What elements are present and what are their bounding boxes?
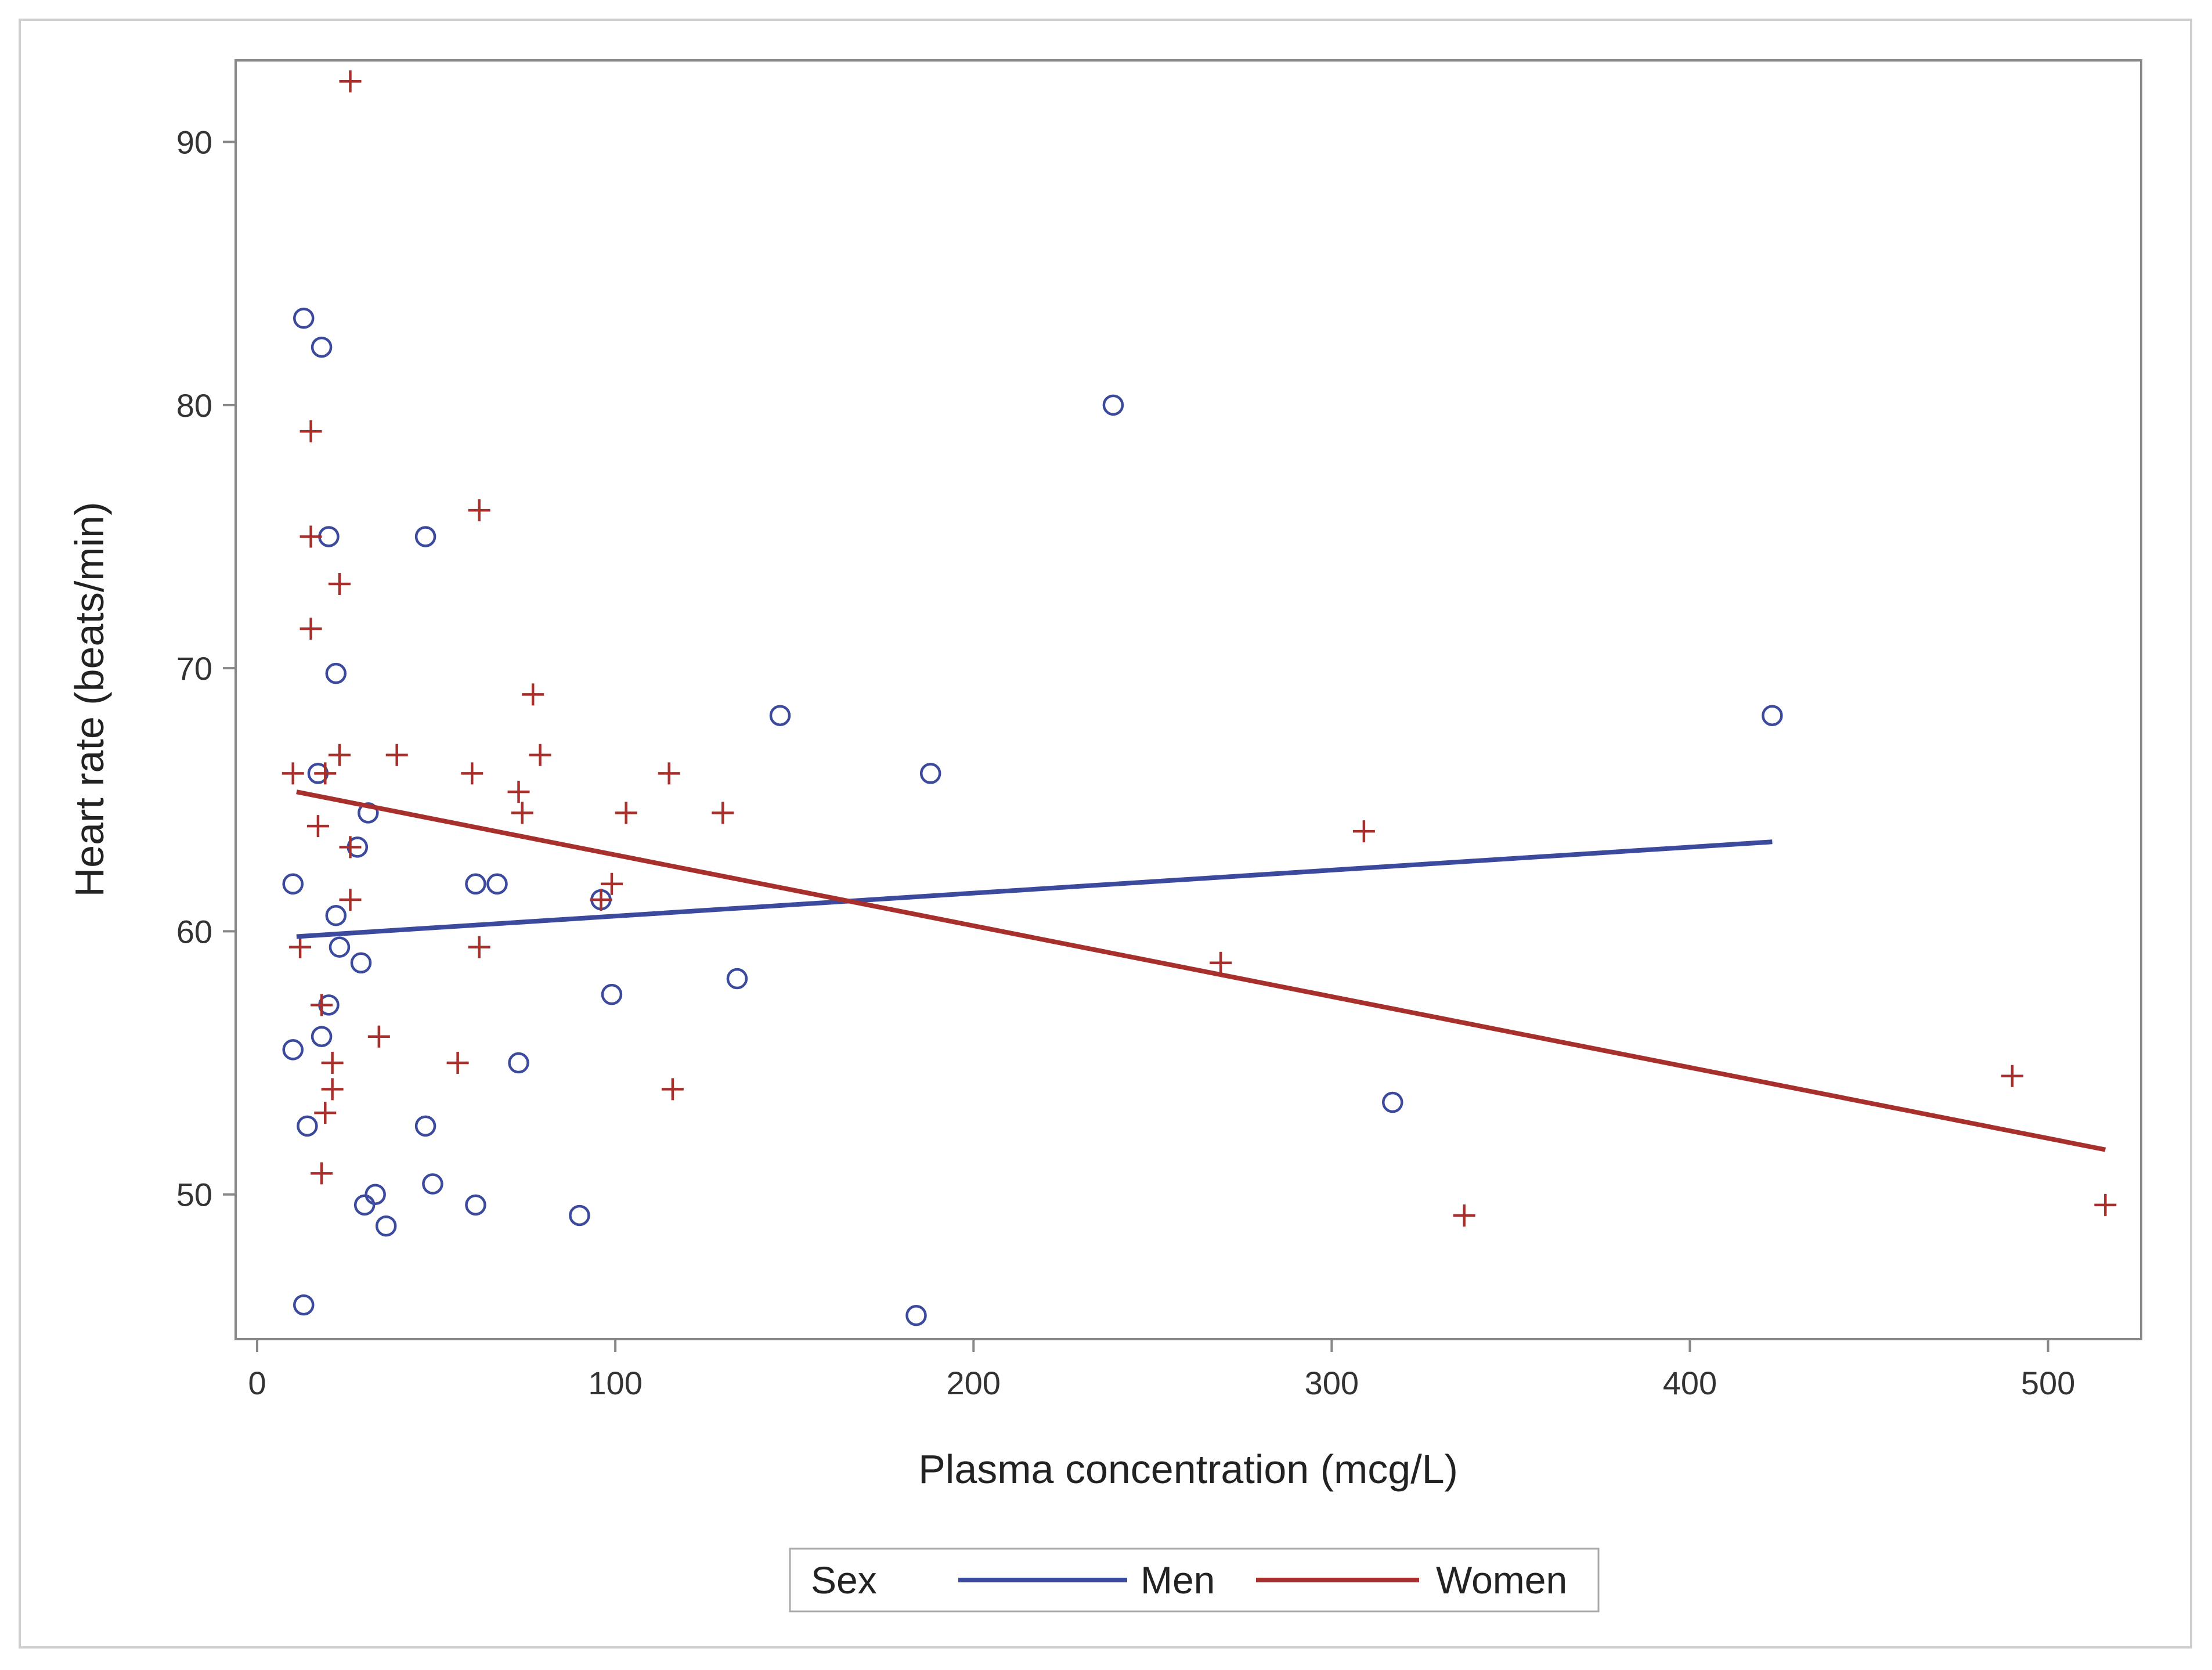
fit-line-women (296, 789, 2106, 1152)
y-tick-label: 60 (176, 913, 212, 950)
point-men (282, 873, 304, 895)
point-women (507, 781, 530, 803)
point-women (311, 994, 333, 1016)
point-women (328, 573, 351, 596)
point-men (905, 1304, 927, 1326)
point-men (358, 802, 379, 824)
x-tick-label: 300 (1305, 1365, 1359, 1401)
y-tick-label: 50 (176, 1177, 212, 1213)
point-women (658, 762, 680, 785)
point-women (314, 762, 337, 785)
point-women (712, 802, 734, 824)
point-women (367, 1025, 390, 1048)
point-men (1382, 1091, 1403, 1113)
point-women (529, 744, 551, 766)
legend-box (789, 1548, 1600, 1613)
point-men (325, 662, 347, 684)
point-men (350, 952, 372, 974)
point-men (329, 936, 351, 958)
point-men (465, 873, 486, 895)
point-men (353, 1194, 376, 1216)
point-women (328, 744, 351, 766)
point-men (414, 526, 436, 547)
point-women (339, 889, 362, 911)
point-women (511, 802, 533, 824)
point-men (508, 1052, 529, 1074)
point-men (1102, 394, 1124, 416)
point-women (299, 525, 322, 548)
point-men (365, 1184, 386, 1205)
point-men (375, 1215, 397, 1237)
point-women (2001, 1065, 2023, 1087)
x-tick-label: 400 (1663, 1365, 1717, 1401)
point-women (299, 420, 322, 443)
point-women (306, 815, 329, 838)
point-men (311, 336, 333, 358)
point-women (314, 1102, 337, 1124)
point-women (468, 499, 490, 522)
plot-area (234, 59, 2142, 1340)
scatter-chart: 0 100 200 300 400 500 50 60 70 80 90 Plasma conce… (67, 59, 2142, 1613)
fit-lines (296, 789, 2106, 1152)
y-tick-label: 70 (176, 650, 212, 687)
x-tick-label: 100 (588, 1365, 642, 1401)
point-women (289, 936, 312, 958)
point-men (414, 1115, 436, 1137)
point-men (325, 904, 347, 926)
y-axis: 50 60 70 80 90 (176, 124, 236, 1213)
x-axis-title: Plasma concentration (mcg/L) (918, 1447, 1458, 1492)
chart-frame: 0 100 200 300 400 500 50 60 70 80 90 Plasma conce… (19, 19, 2192, 1649)
point-women (321, 1052, 344, 1074)
point-men (311, 1026, 333, 1047)
point-men (297, 1115, 318, 1137)
point-men (282, 1039, 304, 1061)
point-men (486, 873, 508, 895)
point-women (468, 936, 490, 958)
point-women (461, 762, 483, 785)
legend-title: Sex (811, 1559, 877, 1602)
point-men (726, 968, 748, 990)
point-women (339, 70, 362, 93)
point-women (385, 744, 408, 766)
point-women (1210, 951, 1232, 974)
point-women (299, 618, 322, 640)
point-men (919, 763, 941, 784)
point-women (600, 872, 623, 895)
point-women (2094, 1193, 2117, 1216)
point-men (422, 1173, 443, 1195)
point-women (1352, 820, 1375, 843)
point-men (769, 705, 791, 726)
point-men (569, 1204, 590, 1227)
point-women (282, 762, 304, 785)
fit-line-men (296, 839, 1773, 939)
point-women (311, 1162, 333, 1185)
y-axis-title: Heart rate (beats/min) (67, 502, 112, 897)
point-men (293, 307, 315, 329)
point-women (1453, 1204, 1475, 1227)
x-tick-label: 500 (2021, 1365, 2075, 1401)
point-men (465, 1194, 486, 1216)
x-tick-label: 200 (947, 1365, 1001, 1401)
y-tick-label: 80 (176, 387, 212, 424)
point-men (293, 1294, 315, 1316)
legend-label-women: Women (1436, 1559, 1567, 1602)
point-women (446, 1052, 469, 1074)
legend: Sex Men Women (789, 1548, 1600, 1613)
point-women (661, 1078, 684, 1101)
point-women (522, 683, 544, 706)
point-women (590, 889, 612, 911)
x-tick-label: 0 (248, 1365, 266, 1401)
y-tick-label: 90 (176, 124, 212, 161)
data-points (282, 70, 2117, 1326)
point-men (601, 983, 623, 1005)
x-axis: 0 100 200 300 400 500 (248, 1339, 2075, 1401)
point-men (1762, 705, 1783, 726)
legend-label-men: Men (1141, 1559, 1215, 1602)
point-women (615, 802, 637, 824)
point-women (321, 1078, 344, 1101)
point-women (339, 836, 362, 859)
